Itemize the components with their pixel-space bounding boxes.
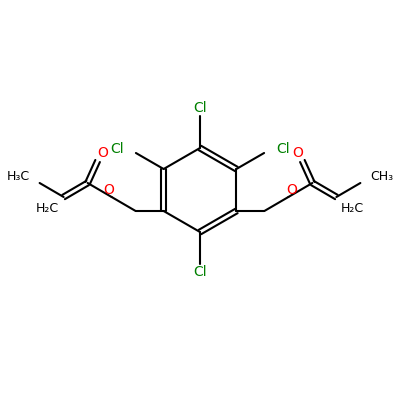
Text: Cl: Cl [193,265,207,279]
Text: O: O [103,183,114,197]
Text: O: O [97,146,108,160]
Text: CH₃: CH₃ [370,170,394,184]
Text: H₂C: H₂C [341,202,364,216]
Text: Cl: Cl [110,142,124,156]
Text: Cl: Cl [276,142,290,156]
Text: H₃C: H₃C [6,170,30,184]
Text: H₂C: H₂C [36,202,59,216]
Text: O: O [292,146,303,160]
Text: O: O [286,183,297,197]
Text: Cl: Cl [193,101,207,115]
